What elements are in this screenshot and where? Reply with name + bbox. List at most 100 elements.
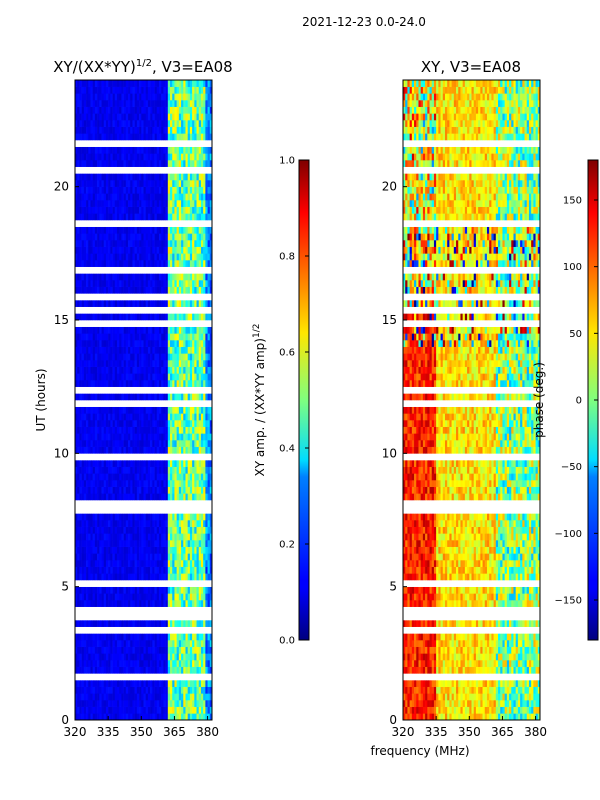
amplitude-cell	[194, 513, 197, 521]
amplitude-cell	[75, 273, 78, 281]
amplitude-cell	[81, 700, 85, 707]
amplitude-cell	[128, 240, 131, 247]
amplitude-cell	[132, 486, 135, 494]
amplitude-cell	[158, 493, 162, 501]
amplitude-cell	[156, 513, 160, 521]
amplitude-cell	[77, 353, 80, 361]
amplitude-cell	[183, 620, 186, 627]
amplitude-cell	[112, 660, 116, 667]
amplitude-cell	[192, 313, 195, 321]
amplitude-cell	[92, 553, 96, 561]
amplitude-cell	[134, 360, 138, 367]
amplitude-cell	[205, 353, 208, 361]
amplitude-cell	[121, 493, 124, 501]
amplitude-cell	[77, 340, 80, 347]
amplitude-cell	[170, 300, 173, 307]
amplitude-cell	[92, 313, 96, 321]
amplitude-cell	[167, 566, 171, 574]
amplitude-cell	[150, 613, 153, 621]
amplitude-cell	[119, 466, 122, 474]
amplitude-cell	[209, 700, 213, 707]
amplitude-cell	[121, 440, 124, 447]
amplitude-cell	[130, 693, 133, 701]
amplitude-cell	[194, 460, 197, 467]
amplitude-cell	[200, 520, 204, 527]
amplitude-cell	[156, 593, 160, 601]
amplitude-cell	[183, 586, 186, 594]
amplitude-cell	[183, 226, 186, 234]
amplitude-cell	[158, 373, 162, 381]
amplitude-cell	[154, 393, 158, 401]
amplitude-cell	[167, 280, 171, 287]
amplitude-cell	[132, 593, 135, 601]
amplitude-cell	[81, 666, 85, 674]
amplitude-cell	[181, 473, 184, 481]
amplitude-cell	[147, 593, 151, 601]
amplitude-cell	[101, 373, 105, 381]
amplitude-cell	[83, 360, 87, 367]
amplitude-cell	[123, 233, 127, 241]
amplitude-cell	[139, 280, 142, 287]
amplitude-cell	[121, 566, 124, 574]
amplitude-cell	[205, 386, 208, 394]
amplitude-cell	[97, 413, 100, 421]
amplitude-cell	[108, 386, 111, 394]
amplitude-cell	[103, 393, 107, 401]
amplitude-cell	[205, 286, 208, 294]
amplitude-cell	[165, 706, 169, 714]
amplitude-cell	[165, 500, 169, 507]
amplitude-cell	[108, 440, 111, 447]
amplitude-cell	[176, 500, 180, 507]
amplitude-cell	[94, 633, 98, 641]
amplitude-cell	[209, 613, 213, 621]
amplitude-cell	[92, 446, 96, 454]
amplitude-cell	[105, 340, 109, 347]
amplitude-cell	[103, 593, 107, 601]
amplitude-cell	[192, 673, 195, 681]
amplitude-cell	[156, 220, 160, 227]
amplitude-cell	[145, 506, 149, 514]
amplitude-cell	[194, 686, 197, 694]
amplitude-cell	[207, 426, 211, 434]
amplitude-cell	[79, 646, 82, 654]
amplitude-cell	[139, 180, 142, 187]
amplitude-cell	[90, 306, 93, 314]
amplitude-cell	[86, 693, 89, 701]
amplitude-cell	[88, 606, 91, 614]
amplitude-cell	[207, 213, 211, 221]
amplitude-cell	[112, 546, 116, 554]
amplitude-cell	[154, 600, 158, 607]
amplitude-cell	[97, 613, 100, 621]
amplitude-cell	[145, 526, 149, 534]
amplitude-cell	[163, 233, 166, 241]
amplitude-cell	[174, 633, 177, 641]
amplitude-cell	[185, 373, 188, 381]
amplitude-cell	[200, 193, 204, 201]
amplitude-cell	[79, 180, 82, 187]
amplitude-cell	[105, 186, 109, 194]
amplitude-cell	[90, 653, 93, 661]
amplitude-cell	[125, 520, 129, 527]
amplitude-cell	[123, 713, 127, 721]
amplitude-cell	[114, 693, 118, 701]
amplitude-cell	[123, 453, 127, 461]
amplitude-cell	[83, 526, 87, 534]
amplitude-cell	[97, 186, 100, 194]
amplitude-cell	[110, 406, 113, 414]
amplitude-cell	[189, 633, 193, 641]
amplitude-cell	[154, 680, 158, 687]
amplitude-cell	[145, 433, 149, 441]
amplitude-cell	[165, 346, 169, 354]
amplitude-cell	[163, 646, 166, 654]
amplitude-cell	[103, 573, 107, 581]
amplitude-cell	[165, 406, 169, 414]
amplitude-cell	[99, 493, 102, 501]
amplitude-cell	[121, 693, 124, 701]
amplitude-cell	[114, 300, 118, 307]
amplitude-cell	[92, 593, 96, 601]
amplitude-cell	[90, 553, 93, 561]
amplitude-cell	[119, 586, 122, 594]
amplitude-cell	[156, 633, 160, 641]
amplitude-cell	[205, 486, 208, 494]
amplitude-cell	[128, 620, 131, 627]
